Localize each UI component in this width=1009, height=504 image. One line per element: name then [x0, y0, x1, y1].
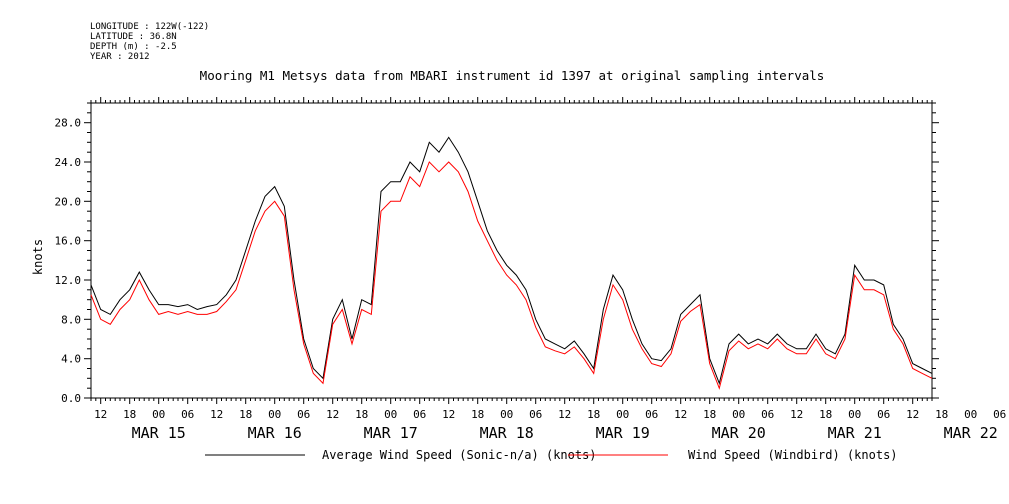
y-tick-label: 24.0: [55, 156, 82, 169]
axis-ticks: [84, 97, 939, 404]
x-tick-label: 06: [993, 408, 1006, 421]
x-tick-label: 00: [964, 408, 977, 421]
x-tick-label: 06: [761, 408, 774, 421]
x-tick-label: 06: [877, 408, 890, 421]
chart-title: Mooring M1 Metsys data from MBARI instru…: [200, 68, 825, 83]
x-tick-label: 12: [94, 408, 107, 421]
x-tick-label: 12: [558, 408, 571, 421]
y-tick-labels: 0.0 4.0 8.0 12.0 16.0 20.0 24.0 28.0: [55, 117, 82, 405]
x-day-labels: MAR 15 MAR 16 MAR 17 MAR 18 MAR 19 MAR 20 MAR …: [132, 424, 998, 442]
x-tick-label: 18: [123, 408, 136, 421]
y-tick-label: 12.0: [55, 274, 82, 287]
x-tick-label: 06: [413, 408, 426, 421]
x-tick-label: 00: [384, 408, 397, 421]
y-tick-label: 20.0: [55, 195, 82, 208]
x-tick-label: 00: [500, 408, 513, 421]
x-tick-label: 06: [529, 408, 542, 421]
x-tick-label: 06: [181, 408, 194, 421]
x-tick-label: 00: [268, 408, 281, 421]
y-tick-label: 16.0: [55, 235, 82, 248]
latitude-text: LATITUDE : 36.8N: [90, 32, 177, 42]
x-tick-label: 12: [674, 408, 687, 421]
x-tick-label: 18: [819, 408, 832, 421]
x-tick-labels: 12 18 00 06 12 18 00 06 12 18 00 06 12 18 00 06 12 18 00 06…: [94, 408, 1006, 421]
x-tick-label: 12: [906, 408, 919, 421]
series-lines: [90, 136, 933, 390]
x-tick-label: 06: [645, 408, 658, 421]
x-day-label: MAR 18: [480, 424, 534, 442]
x-day-label: MAR 22: [944, 424, 998, 442]
x-day-label: MAR 16: [248, 424, 302, 442]
x-day-label: MAR 17: [364, 424, 418, 442]
metadata-block: LONGITUDE : 122W(-122) LATITUDE : 36.8N …: [90, 22, 209, 62]
longitude-text: LONGITUDE : 122W(-122): [90, 22, 209, 32]
x-tick-label: 12: [790, 408, 803, 421]
series-line-1: [90, 161, 933, 390]
legend: Average Wind Speed (Sonic-n/a) (knots) W…: [205, 448, 898, 462]
year-text: YEAR : 2012: [90, 52, 150, 62]
x-tick-label: 18: [471, 408, 484, 421]
legend-label-sonic: Average Wind Speed (Sonic-n/a) (knots): [322, 448, 597, 462]
x-tick-label: 18: [355, 408, 368, 421]
y-tick-label: 4.0: [61, 353, 81, 366]
x-day-label: MAR 21: [828, 424, 882, 442]
series-line-0: [90, 136, 933, 385]
x-day-label: MAR 20: [712, 424, 766, 442]
x-tick-label: 00: [732, 408, 745, 421]
x-tick-label: 18: [239, 408, 252, 421]
y-tick-label: 0.0: [61, 392, 81, 405]
x-day-label: MAR 15: [132, 424, 186, 442]
x-tick-label: 18: [587, 408, 600, 421]
x-day-label: MAR 19: [596, 424, 650, 442]
x-tick-label: 00: [848, 408, 861, 421]
x-tick-label: 18: [703, 408, 716, 421]
x-tick-label: 00: [152, 408, 165, 421]
x-tick-label: 06: [297, 408, 310, 421]
y-tick-label: 28.0: [55, 117, 82, 130]
x-tick-label: 18: [935, 408, 948, 421]
y-axis-label: knots: [31, 239, 45, 275]
x-tick-label: 12: [442, 408, 455, 421]
y-tick-label: 8.0: [61, 313, 81, 326]
x-tick-label: 12: [326, 408, 339, 421]
legend-label-windbird: Wind Speed (Windbird) (knots): [688, 448, 898, 462]
x-tick-label: 12: [210, 408, 223, 421]
x-tick-label: 00: [616, 408, 629, 421]
depth-text: DEPTH (m) : -2.5: [90, 42, 177, 52]
